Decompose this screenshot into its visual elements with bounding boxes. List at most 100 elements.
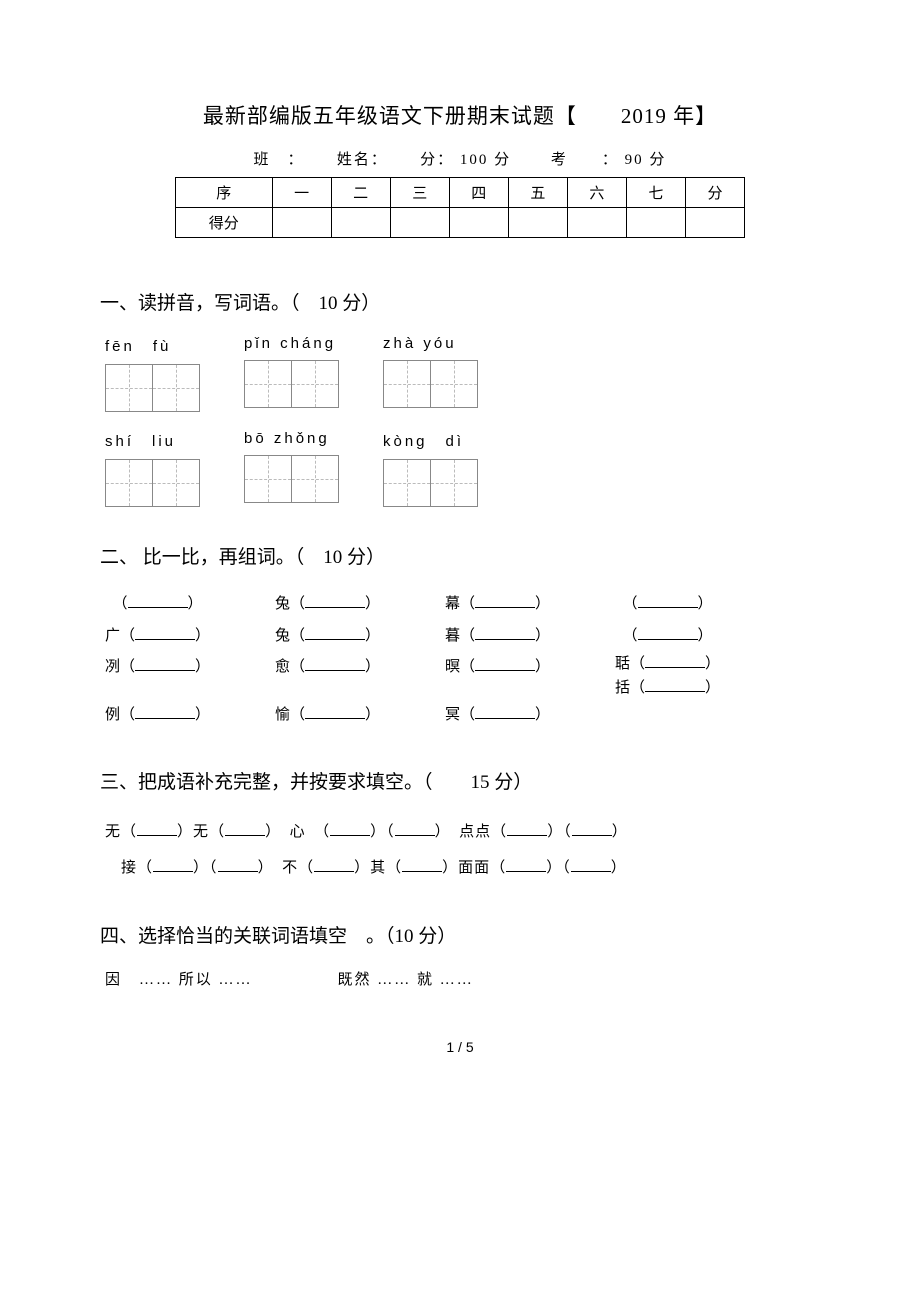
class-label: 班 ： xyxy=(254,152,298,168)
char: 幕 xyxy=(445,589,460,621)
table-row: 序 一 二 三 四 五 六 七 分 xyxy=(176,178,745,208)
section-1-heading: 一、读拼音，写词语。（ 10 分） xyxy=(100,288,820,315)
pinyin-row: shí liu bō zhǒng kòng dì xyxy=(105,430,820,507)
blank-input[interactable] xyxy=(571,858,611,872)
score-cell[interactable] xyxy=(272,208,331,238)
header-3: 三 xyxy=(390,178,449,208)
blank-input[interactable] xyxy=(153,858,193,872)
blank-input[interactable] xyxy=(225,822,265,836)
score-cell[interactable] xyxy=(567,208,626,238)
section-3-heading: 三、把成语补充完整，并按要求填空。（ 15 分） xyxy=(100,767,820,794)
pinyin-label: fēn fù xyxy=(105,335,199,356)
time-label: 考 ： xyxy=(551,152,619,168)
char: 兔 xyxy=(275,589,290,621)
blank-input[interactable] xyxy=(645,654,705,668)
pinyin-row: fēn fù pǐn cháng zhà yóu xyxy=(105,335,820,412)
blank-input[interactable] xyxy=(402,858,442,872)
header-1: 一 xyxy=(272,178,331,208)
tian-box[interactable] xyxy=(105,459,153,507)
tian-box[interactable] xyxy=(383,360,431,408)
char: 愉 xyxy=(275,700,290,732)
blank-input[interactable] xyxy=(638,626,698,640)
pinyin-label: zhà yóu xyxy=(383,335,477,352)
blank-input[interactable] xyxy=(137,822,177,836)
idiom-line-1: 无（）无（） 心 （）（） 点点（）（） xyxy=(105,814,820,850)
blank-input[interactable] xyxy=(475,705,535,719)
blank-input[interactable] xyxy=(305,657,365,671)
pinyin-group: fēn fù xyxy=(105,335,199,412)
blank-input[interactable] xyxy=(645,678,705,692)
pinyin-group: bō zhǒng xyxy=(244,430,338,507)
exam-title: 最新部编版五年级语文下册期末试题【 2019 年】 xyxy=(100,100,820,130)
header-7: 七 xyxy=(626,178,685,208)
tian-box[interactable] xyxy=(152,459,200,507)
score-label-cell: 得分 xyxy=(176,208,273,238)
char: 接 xyxy=(121,860,137,876)
score-table: 序 一 二 三 四 五 六 七 分 得分 xyxy=(175,177,745,238)
tian-box[interactable] xyxy=(383,459,431,507)
tian-box[interactable] xyxy=(430,459,478,507)
blank-input[interactable] xyxy=(305,705,365,719)
section-2-heading: 二、 比一比，再组词。（ 10 分） xyxy=(100,542,820,569)
score-cell[interactable] xyxy=(331,208,390,238)
tian-box[interactable] xyxy=(430,360,478,408)
duration: 90 分 xyxy=(625,152,667,168)
score-cell[interactable] xyxy=(508,208,567,238)
pinyin-group: shí liu xyxy=(105,430,199,507)
word-row: 冽（） 愈（） 暝（） 聒（） 括（） xyxy=(105,652,820,700)
word-compare-grid: （） 兔（） 幕（） （） 广（） 兔（） 暮（） （） 冽（） 愈（） 暝（）… xyxy=(105,589,820,732)
blank-input[interactable] xyxy=(218,858,258,872)
char: 无 xyxy=(105,824,121,840)
blank-input[interactable] xyxy=(506,858,546,872)
blank-input[interactable] xyxy=(305,626,365,640)
header-6: 六 xyxy=(567,178,626,208)
blank-input[interactable] xyxy=(475,626,535,640)
char: 面面 xyxy=(458,860,490,876)
blank-input[interactable] xyxy=(475,657,535,671)
header-total: 分 xyxy=(685,178,744,208)
blank-input[interactable] xyxy=(305,594,365,608)
char: 聒 xyxy=(615,656,630,672)
blank-input[interactable] xyxy=(638,594,698,608)
tian-box[interactable] xyxy=(244,455,292,503)
blank-input[interactable] xyxy=(395,822,435,836)
idiom-line-2: 接（）（） 不（）其（）面面（）（） xyxy=(105,850,820,886)
word-row: 广（） 兔（） 暮（） （） xyxy=(105,621,820,653)
word-row: （） 兔（） 幕（） （） xyxy=(105,589,820,621)
header-4: 四 xyxy=(449,178,508,208)
blank-input[interactable] xyxy=(314,858,354,872)
tian-box[interactable] xyxy=(291,455,339,503)
char: 无 xyxy=(193,824,209,840)
blank-input[interactable] xyxy=(128,594,188,608)
pinyin-label: kòng dì xyxy=(383,430,477,451)
blank-input[interactable] xyxy=(135,657,195,671)
tian-box[interactable] xyxy=(152,364,200,412)
name-label: 姓名： xyxy=(337,152,381,168)
char: 例 xyxy=(105,700,120,732)
char: 冥 xyxy=(445,700,460,732)
blank-input[interactable] xyxy=(135,705,195,719)
score-cell[interactable] xyxy=(390,208,449,238)
tian-box[interactable] xyxy=(105,364,153,412)
section-4-heading: 四、选择恰当的关联词语填空 。（10 分） xyxy=(100,921,820,948)
pinyin-label: shí liu xyxy=(105,430,199,451)
score-label: 分： xyxy=(420,152,454,168)
pinyin-label: pǐn cháng xyxy=(244,335,338,352)
score-cell[interactable] xyxy=(626,208,685,238)
header-2: 二 xyxy=(331,178,390,208)
char: 愈 xyxy=(275,652,290,684)
blank-input[interactable] xyxy=(330,822,370,836)
blank-input[interactable] xyxy=(475,594,535,608)
score-cell[interactable] xyxy=(449,208,508,238)
pinyin-group: zhà yóu xyxy=(383,335,477,412)
tian-box[interactable] xyxy=(244,360,292,408)
blank-input[interactable] xyxy=(135,626,195,640)
header-seq: 序 xyxy=(176,178,273,208)
blank-input[interactable] xyxy=(572,822,612,836)
tian-box[interactable] xyxy=(291,360,339,408)
blank-input[interactable] xyxy=(507,822,547,836)
score-cell[interactable] xyxy=(685,208,744,238)
pinyin-label: bō zhǒng xyxy=(244,430,338,447)
pinyin-group: pǐn cháng xyxy=(244,335,338,412)
char: 暝 xyxy=(445,652,460,684)
